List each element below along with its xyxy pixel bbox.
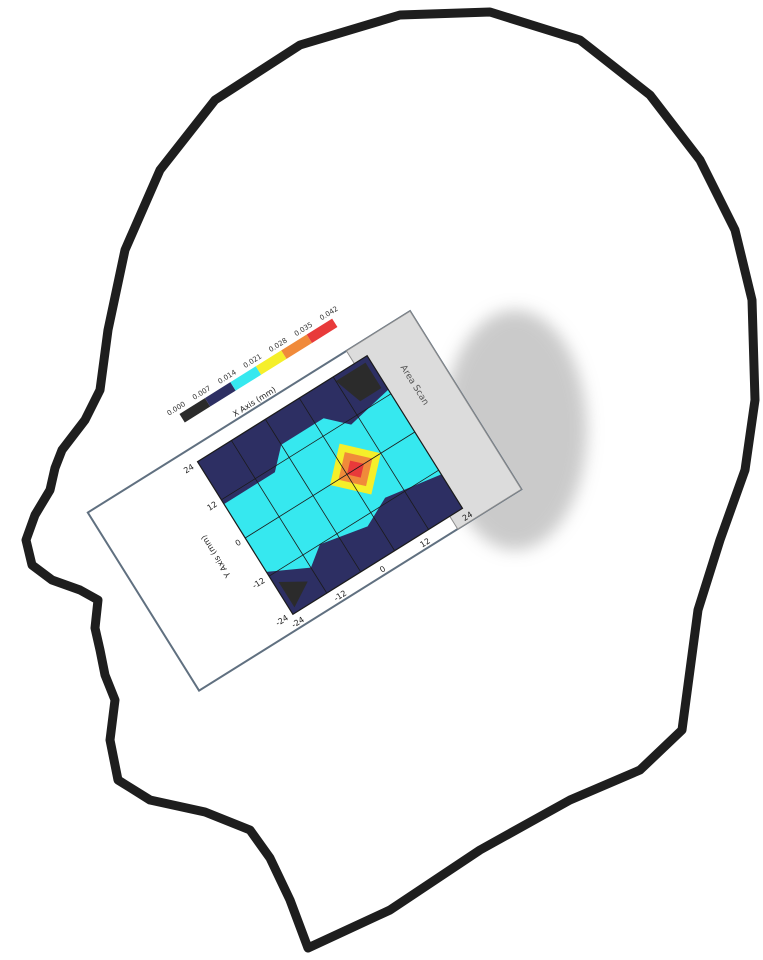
colorbar-swatch [230, 366, 262, 391]
phone-scan-group: -24 -12 0 12 24 X Axis (mm) 24 12 0 -12 … [86, 305, 523, 693]
heatmap-navy-bottom [266, 474, 463, 615]
heatmap-dark-top [335, 362, 382, 402]
colorbar-swatch [281, 334, 312, 359]
colorbar-swatch [306, 318, 338, 343]
heatmap-navy-top [197, 355, 389, 505]
x-tick-label: 0 [378, 564, 387, 574]
colorbar-swatch [255, 350, 287, 375]
y-tick-label: 0 [234, 538, 243, 548]
colorbar-swatch [179, 398, 211, 423]
colorbar-swatch [204, 382, 236, 407]
heatmap-grid [196, 354, 464, 616]
heatmap-dark-bottom [278, 581, 308, 608]
sar-heatmap [196, 354, 464, 616]
